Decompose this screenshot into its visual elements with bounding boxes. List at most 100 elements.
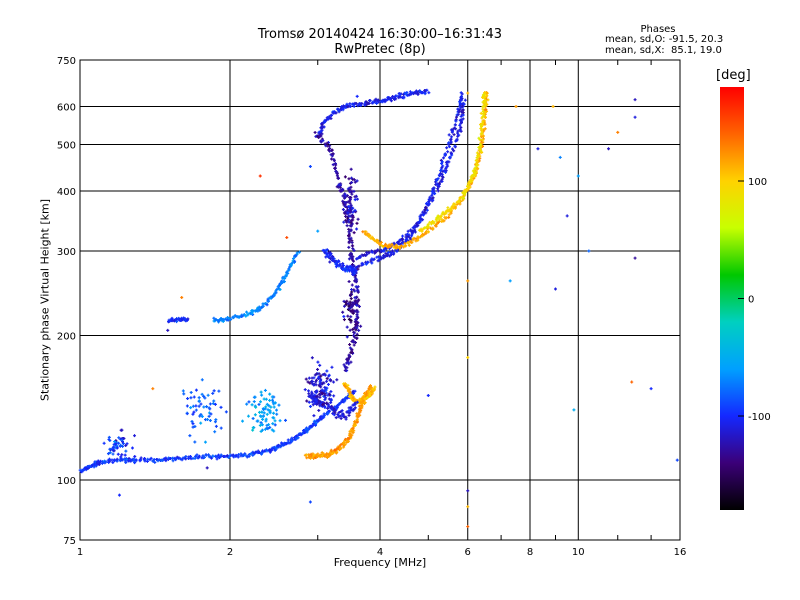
echo-point — [192, 410, 196, 414]
echo-point — [308, 500, 312, 504]
echo-point — [197, 454, 201, 458]
echo-point — [367, 250, 371, 254]
echo-point — [354, 285, 358, 289]
echo-point — [98, 461, 102, 465]
echo-point — [483, 127, 487, 131]
echo-point — [466, 525, 470, 529]
echo-point — [458, 196, 462, 200]
echo-point — [290, 436, 294, 440]
echo-point — [349, 167, 353, 171]
echo-point — [349, 315, 353, 319]
echo-point — [320, 122, 324, 126]
echo-point — [427, 230, 431, 234]
echo-point — [427, 199, 431, 203]
y-tick-label: 300 — [57, 247, 76, 258]
echo-point — [441, 219, 445, 223]
echo-point — [439, 214, 443, 218]
echo-point — [351, 255, 355, 259]
echo-point — [419, 213, 423, 217]
echo-point — [447, 213, 451, 217]
echo-point — [202, 455, 206, 459]
echo-point — [425, 208, 429, 212]
echo-point — [413, 225, 417, 229]
echo-point — [326, 144, 330, 148]
echo-point — [351, 327, 355, 331]
echo-point — [211, 391, 215, 395]
echo-point — [333, 166, 337, 170]
echo-point — [193, 425, 197, 429]
echo-point — [253, 413, 257, 417]
echo-point — [217, 453, 221, 457]
echo-point — [460, 120, 464, 124]
echo-point — [335, 263, 339, 267]
echo-point — [258, 308, 262, 312]
echo-point — [357, 305, 361, 309]
echo-point — [170, 316, 174, 320]
echo-point — [348, 201, 352, 205]
echo-point — [355, 300, 359, 304]
echo-point — [353, 275, 357, 279]
echo-point — [366, 390, 370, 394]
x-tick-label: 1 — [77, 547, 83, 558]
echo-point — [326, 404, 330, 408]
echo-point — [349, 351, 353, 355]
echo-point — [261, 304, 265, 308]
echo-point — [447, 133, 451, 137]
echo-point — [460, 104, 464, 108]
echo-point — [481, 105, 485, 109]
echo-point — [323, 398, 327, 402]
echo-point — [185, 404, 189, 408]
echo-point — [315, 378, 319, 382]
echo-point — [307, 392, 311, 396]
echo-point — [398, 92, 402, 96]
echo-point — [358, 255, 362, 259]
echo-point — [349, 297, 353, 301]
echo-point — [209, 412, 213, 416]
echo-point — [308, 164, 312, 168]
echo-point — [633, 98, 637, 102]
echo-point — [139, 456, 143, 460]
echo-point — [474, 171, 478, 175]
echo-point — [334, 111, 338, 115]
echo-point — [251, 416, 255, 420]
echo-point — [364, 100, 368, 104]
echo-point — [256, 307, 260, 311]
echo-point — [361, 395, 365, 399]
echo-point — [389, 251, 393, 255]
echo-point — [416, 92, 420, 96]
echo-point — [341, 262, 345, 266]
echo-point — [366, 260, 370, 264]
echo-point — [347, 234, 351, 238]
echo-point — [311, 403, 315, 407]
echo-point — [348, 197, 352, 201]
echo-point — [466, 91, 470, 95]
echo-point — [199, 421, 203, 425]
echo-point — [219, 405, 223, 409]
echo-point — [263, 407, 267, 411]
echo-point — [219, 426, 223, 430]
echo-point — [469, 178, 473, 182]
echo-point — [113, 458, 117, 462]
echo-point — [309, 393, 313, 397]
echo-point — [317, 372, 321, 376]
echo-point — [345, 205, 349, 209]
echo-point — [272, 416, 276, 420]
echo-point — [323, 386, 327, 390]
echo-point — [334, 416, 338, 420]
echo-point — [476, 153, 480, 157]
echo-point — [232, 316, 236, 320]
echo-point — [352, 333, 356, 337]
echo-point — [260, 393, 264, 397]
echo-point — [437, 173, 441, 177]
echo-point — [315, 372, 319, 376]
echo-point — [148, 458, 152, 462]
echo-point — [456, 113, 460, 117]
echo-point — [338, 263, 342, 267]
echo-point — [249, 452, 253, 456]
echo-point — [455, 137, 459, 141]
echo-point — [349, 293, 353, 297]
echo-point — [424, 206, 428, 210]
echo-point — [344, 266, 348, 270]
echo-point — [358, 398, 362, 402]
echo-point — [350, 266, 354, 270]
